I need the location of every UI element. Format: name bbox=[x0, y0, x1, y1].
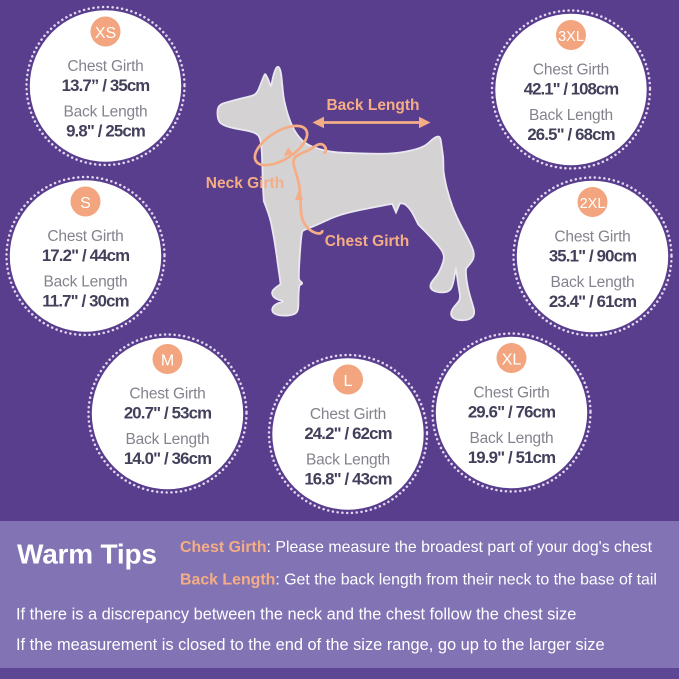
svg-text:11.7" / 30cm: 11.7" / 30cm bbox=[42, 292, 128, 311]
svg-text:2XL: 2XL bbox=[580, 196, 606, 212]
svg-text:XL: XL bbox=[502, 351, 522, 368]
svg-text:24.2" / 62cm: 24.2" / 62cm bbox=[304, 424, 391, 443]
svg-text:Back Length: Back Length bbox=[529, 107, 613, 124]
svg-text:Back Length: Back Length bbox=[326, 97, 419, 114]
svg-text:16.8" / 43cm: 16.8" / 43cm bbox=[304, 470, 391, 489]
svg-text:19.9" / 51cm: 19.9" / 51cm bbox=[468, 448, 555, 467]
svg-text:29.6" / 76cm: 29.6" / 76cm bbox=[468, 403, 555, 422]
svg-text:23.4" / 61cm: 23.4" / 61cm bbox=[549, 292, 636, 311]
svg-text:Back Length: Back Length bbox=[64, 104, 148, 121]
svg-text:Back Length: Back Length bbox=[551, 274, 635, 291]
svg-text:13.7” / 35cm: 13.7” / 35cm bbox=[62, 76, 150, 95]
svg-text:Chest Girth: Please measure th: Chest Girth: Please measure the broadest… bbox=[180, 539, 653, 556]
svg-text:Back Length: Back Length bbox=[306, 452, 390, 469]
svg-text:14.0" / 36cm: 14.0" / 36cm bbox=[124, 449, 211, 468]
svg-text:9.8" / 25cm: 9.8" / 25cm bbox=[66, 122, 145, 141]
svg-text:20.7" / 53cm: 20.7" / 53cm bbox=[124, 404, 211, 423]
svg-text:If the measurement is closed t: If the measurement is closed to the end … bbox=[16, 636, 605, 654]
svg-text:Chest Girth: Chest Girth bbox=[129, 386, 205, 403]
svg-text:Neck Girth: Neck Girth bbox=[206, 175, 284, 192]
svg-text:Back Length: Back Length bbox=[470, 430, 554, 447]
svg-text:Back Length: Get the back leng: Back Length: Get the back length from th… bbox=[180, 571, 657, 588]
svg-text:Chest Girth: Chest Girth bbox=[533, 62, 609, 79]
svg-text:Chest Girth: Chest Girth bbox=[310, 406, 386, 423]
svg-text:35.1" / 90cm: 35.1" / 90cm bbox=[549, 247, 636, 266]
svg-text:L: L bbox=[344, 373, 353, 390]
svg-text:Back Length: Back Length bbox=[44, 274, 128, 291]
svg-text:Back Length: Back Length bbox=[126, 431, 210, 448]
svg-text:Chest Girth: Chest Girth bbox=[554, 229, 630, 246]
svg-text:M: M bbox=[161, 352, 174, 369]
svg-text:XS: XS bbox=[95, 25, 116, 42]
svg-text:26.5" / 68cm: 26.5" / 68cm bbox=[527, 125, 614, 144]
svg-text:42.1" / 108cm: 42.1" / 108cm bbox=[524, 80, 619, 99]
svg-text:3XL: 3XL bbox=[558, 29, 584, 45]
svg-text:Chest Girth: Chest Girth bbox=[47, 228, 123, 245]
svg-text:If there is a discrepancy betw: If there is a discrepancy between the ne… bbox=[16, 605, 576, 623]
svg-text:Chest Girth: Chest Girth bbox=[325, 233, 409, 250]
svg-text:17.2" / 44cm: 17.2" / 44cm bbox=[42, 246, 129, 265]
svg-text:S: S bbox=[80, 195, 91, 212]
svg-text:Chest Girth: Chest Girth bbox=[67, 58, 143, 75]
svg-text:Warm Tips: Warm Tips bbox=[17, 539, 157, 570]
svg-text:Chest Girth: Chest Girth bbox=[473, 385, 549, 402]
